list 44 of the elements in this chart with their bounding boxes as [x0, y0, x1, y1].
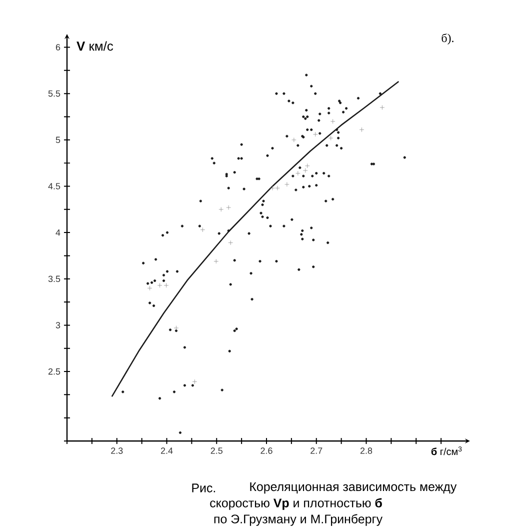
point [270, 186, 275, 190]
x-tick-label: 2.3 [111, 448, 123, 454]
point [214, 258, 219, 264]
line-series [111, 80, 400, 398]
x-tick-label: 2.6 [260, 448, 272, 454]
y-tick-label: 6 [56, 44, 60, 50]
text: Кореляционная зависимость между [250, 482, 457, 494]
annotation: б). [442, 33, 454, 45]
point [330, 118, 336, 124]
x-tick-label: 2.8 [360, 448, 372, 454]
point [200, 227, 206, 232]
point [359, 127, 364, 132]
y-tick-label: 4.5 [48, 183, 60, 190]
y-tick-label: 2.5 [48, 368, 60, 375]
point [228, 240, 233, 246]
point [147, 286, 152, 291]
point [174, 326, 179, 330]
y-tick-label: 5 [56, 136, 60, 144]
point [157, 282, 162, 288]
y-axis-title: V км/с [76, 41, 114, 51]
point [192, 379, 198, 384]
y-tick-label: 4 [56, 229, 60, 236]
point [284, 182, 290, 187]
x-tick-label: 2.7 [310, 448, 322, 454]
x-axis-title: б г/см$^{3}$ [431, 446, 462, 456]
point [292, 138, 296, 142]
point [218, 206, 224, 212]
y-tick-label: 3 [56, 322, 60, 328]
x-tick-label: 2.5 [210, 448, 222, 454]
point [296, 170, 300, 176]
x-tick-label: 2.4 [160, 448, 173, 454]
point [164, 282, 169, 288]
point [226, 205, 231, 210]
y-tick-label: 3.5 [48, 276, 60, 282]
point [303, 168, 308, 173]
point [312, 132, 318, 137]
point [328, 136, 334, 140]
text: скоростью Vp и плотностью б [210, 498, 382, 510]
point [305, 163, 310, 168]
text: Рис. [192, 484, 216, 492]
point [275, 186, 280, 190]
text: по Э.Грузману и М.Гринбергу [214, 514, 383, 526]
point [380, 105, 385, 110]
y-tick-label: 5.5 [48, 90, 60, 97]
